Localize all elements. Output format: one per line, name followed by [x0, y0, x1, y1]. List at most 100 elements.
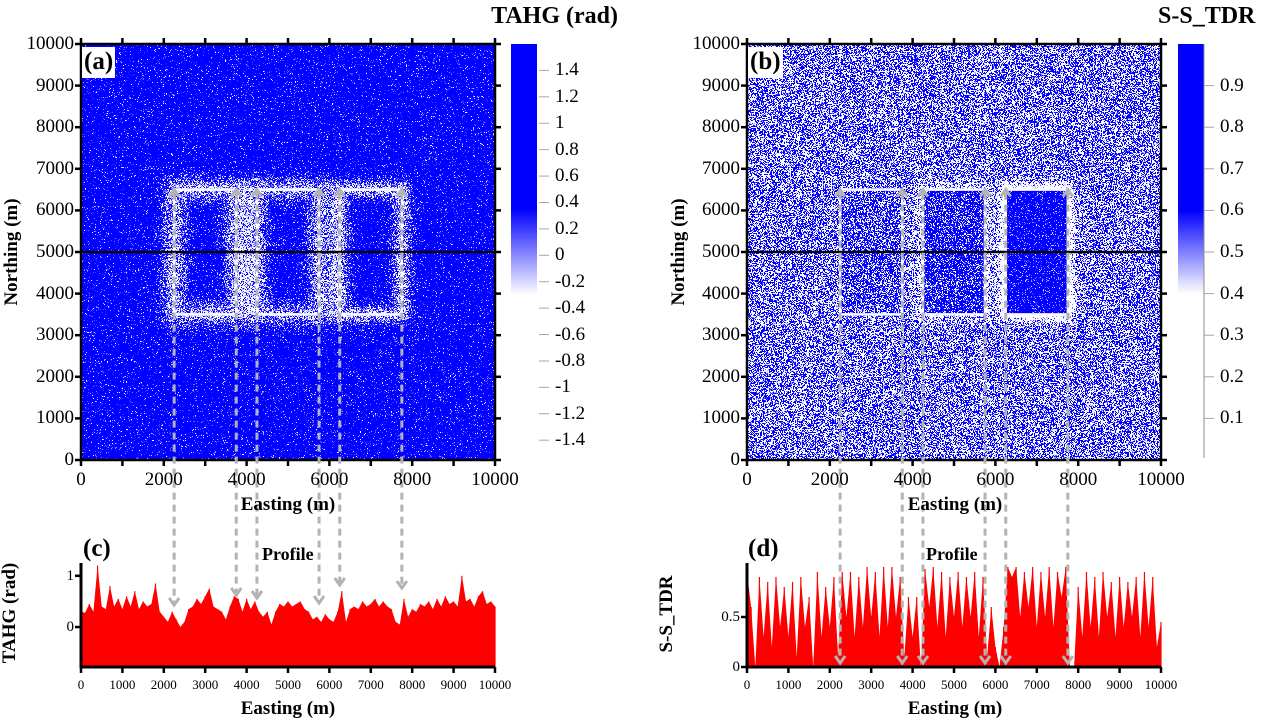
colorbar-title-tahg: TAHG (rad) [491, 3, 618, 29]
y-tick-label: 1000 [36, 407, 74, 429]
arrow-head-down [395, 580, 409, 591]
x-tick-label: 5000 [941, 677, 967, 692]
x-tick-label: 8000 [1065, 677, 1092, 692]
y-tick-label: 3000 [702, 324, 740, 346]
colorbar-tick-label: 0.7 [1220, 157, 1244, 179]
panel-label-d: (d) [748, 535, 779, 562]
y-tick-label: 1000 [702, 407, 740, 429]
y-tick-label: 2000 [702, 365, 740, 387]
x-tick-label: 8000 [393, 469, 432, 490]
arrow-head-down [999, 655, 1012, 666]
x-axis-title-b: Easting (m) [907, 494, 1003, 515]
y-axis-title-a: Northing (m) [1, 198, 22, 306]
colorbar-tick-label: 0.8 [1220, 116, 1244, 138]
y-axis-title-c: TAHG (rad) [0, 562, 20, 664]
arrow-head-down [896, 655, 909, 666]
x-tick-label: 10000 [1137, 469, 1185, 490]
arrow-head-down [312, 595, 326, 606]
x-tick-label: 5000 [275, 677, 301, 692]
colorbar-tick-label: 0.4 [555, 191, 579, 213]
heatmap-tahg [81, 44, 495, 460]
y-tick-label: 7000 [36, 157, 74, 179]
x-tick-label: 0 [77, 677, 85, 692]
colorbar-tick-label: 0.6 [1220, 199, 1244, 221]
colorbar-tick-label: 0.4 [1220, 282, 1244, 304]
profile-area [747, 567, 1161, 667]
x-tick-label: 7000 [357, 677, 384, 692]
colorbar-tick-label: 0.2 [1220, 365, 1244, 387]
profile-title-d: Profile [926, 544, 978, 564]
x-axis-title-a: Easting (m) [240, 494, 336, 515]
x-tick-label: 1000 [109, 677, 136, 692]
x-tick-label: 0 [742, 469, 752, 490]
colorbar-tick-label: -1 [555, 376, 571, 398]
y-tick-label: 0 [732, 659, 741, 675]
x-tick-label: 10000 [1144, 677, 1178, 692]
colorbar-tick-label: 0.3 [1220, 324, 1244, 346]
colorbar-tick-label: 1 [555, 112, 565, 134]
x-tick-label: 4000 [233, 677, 260, 692]
colorbar-tick-label: -0.6 [555, 323, 586, 345]
x-tick-label: 6000 [976, 469, 1015, 490]
colorbar-tick-label: 0.2 [555, 217, 579, 239]
y-tick-label: 4000 [36, 282, 74, 304]
x-tick-label: 3000 [858, 677, 885, 692]
colorbar-tick-label: -1.2 [555, 402, 586, 424]
y-tick-label: 10000 [692, 33, 741, 54]
arrow-head-down [167, 597, 181, 608]
profile-title-c: Profile [262, 544, 314, 564]
colorbar-tick-label: -0.4 [555, 297, 586, 319]
x-tick-label: 1000 [775, 677, 802, 692]
x-tick-label: 0 [743, 677, 751, 692]
y-tick-label: 0 [730, 449, 741, 470]
x-tick-label: 4000 [227, 469, 266, 490]
colorbar-tick-label: 0.1 [1220, 407, 1244, 429]
colorbar-tick-label: -1.4 [555, 429, 586, 451]
profile-area [81, 565, 495, 667]
y-axis-title-b: Northing (m) [668, 198, 689, 306]
arrow-head-down [1061, 655, 1075, 666]
heatmap-ss-tdr [747, 44, 1161, 460]
x-tick-label: 2000 [810, 469, 849, 490]
y-tick-label: 0 [66, 619, 75, 636]
x-axis-title-c: Easting (m) [240, 698, 336, 719]
x-tick-label: 10000 [471, 469, 519, 490]
x-tick-label: 10000 [478, 677, 512, 692]
colorbar-tick-label: -0.8 [555, 349, 586, 371]
x-tick-label: 0 [76, 469, 86, 490]
y-tick-label: 4000 [702, 282, 740, 304]
colorbar-tick-label: 0.5 [1220, 241, 1244, 262]
x-tick-label: 4000 [893, 469, 932, 490]
x-tick-label: 6000 [316, 677, 343, 692]
x-tick-label: 4000 [899, 677, 926, 692]
y-tick-label: 8000 [702, 116, 740, 138]
arrow-head-down [230, 587, 243, 598]
y-tick-label: 6000 [702, 199, 740, 221]
arrow-head-down [833, 655, 847, 666]
y-axis-title-d: S-S_TDR [656, 575, 677, 653]
y-tick-label: 0 [64, 449, 75, 470]
arrow-head-down [916, 655, 930, 666]
panel-label-c: (c) [83, 535, 111, 562]
y-tick-label: 6000 [36, 199, 74, 221]
colorbar-title-ss-tdr: S-S_TDR [1158, 3, 1256, 29]
y-tick-label: 2000 [36, 365, 74, 387]
x-tick-label: 2000 [816, 677, 843, 692]
colorbar [511, 44, 537, 295]
panel-label-b: (b) [748, 47, 783, 78]
x-tick-label: 8000 [399, 677, 426, 692]
x-tick-label: 2000 [150, 677, 177, 692]
y-tick-label: 10000 [26, 33, 75, 54]
y-tick-label: 3000 [36, 324, 74, 346]
y-tick-label: 5000 [702, 241, 740, 262]
y-tick-label: 9000 [36, 74, 74, 96]
x-tick-label: 9000 [440, 677, 467, 692]
x-tick-label: 7000 [1023, 677, 1050, 692]
x-tick-label: 2000 [144, 469, 183, 490]
x-tick-label: 6000 [310, 469, 349, 490]
y-tick-label: 1 [66, 567, 75, 584]
arrow-head-down [333, 577, 346, 588]
y-tick-label: 9000 [702, 74, 740, 96]
x-axis-title-d: Easting (m) [907, 698, 1003, 719]
x-tick-label: 3000 [192, 677, 219, 692]
